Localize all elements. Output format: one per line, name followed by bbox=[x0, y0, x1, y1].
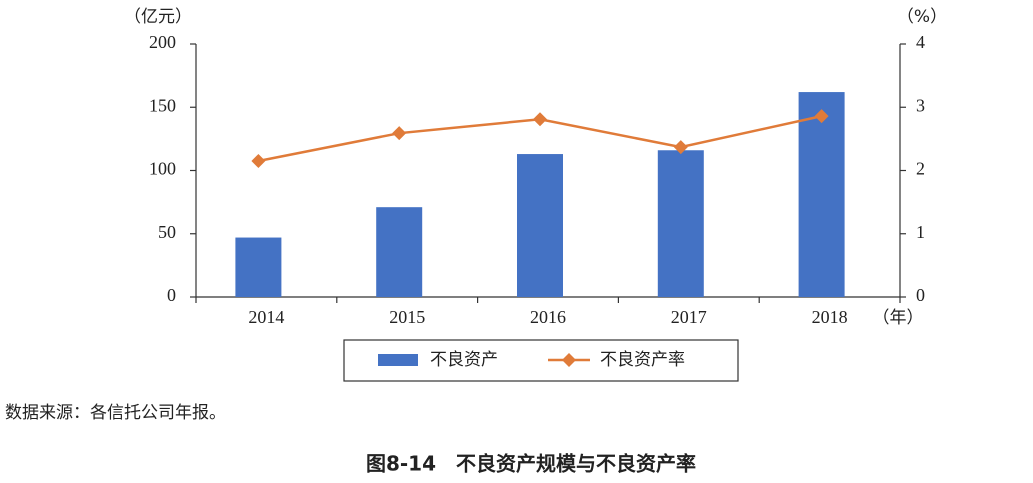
legend-box bbox=[343, 339, 739, 382]
source-note: 数据来源：各信托公司年报。 bbox=[5, 403, 226, 423]
legend-swatch bbox=[562, 353, 576, 367]
y-axis-unit: （亿元） bbox=[124, 7, 192, 27]
x-tick-label: 2017 bbox=[671, 307, 707, 327]
line-marker bbox=[673, 140, 688, 155]
y2-axis-unit: （%） bbox=[897, 7, 947, 27]
bar bbox=[517, 154, 563, 297]
line-marker bbox=[533, 112, 547, 127]
x-tick-label: 2016 bbox=[530, 307, 566, 327]
x-tick-label: 2018 bbox=[812, 307, 848, 327]
bar bbox=[376, 207, 423, 297]
figure-caption: 图8-14 不良资产规模与不良资产率 bbox=[366, 452, 696, 476]
y2-tick-label: 4 bbox=[916, 32, 925, 52]
legend-swatch bbox=[378, 354, 418, 366]
x-tick-label: 2015 bbox=[389, 307, 425, 327]
bar bbox=[235, 237, 282, 297]
legend-label: 不良资产 bbox=[430, 350, 498, 370]
line-marker bbox=[392, 126, 407, 141]
y-tick-label: 150 bbox=[149, 95, 176, 115]
legend-label: 不良资产率 bbox=[600, 350, 685, 370]
line-marker bbox=[814, 109, 829, 124]
bar bbox=[798, 92, 845, 297]
y-tick-label: 100 bbox=[149, 159, 176, 179]
y2-tick-label: 3 bbox=[916, 95, 925, 115]
x-tick-label: 2014 bbox=[248, 307, 284, 327]
y-tick-label: 200 bbox=[149, 32, 176, 52]
y2-tick-label: 2 bbox=[916, 159, 925, 179]
y2-tick-label: 0 bbox=[916, 285, 925, 305]
line-marker bbox=[251, 154, 266, 169]
x-axis-unit: （年） bbox=[873, 308, 924, 328]
y-tick-label: 50 bbox=[158, 222, 176, 242]
bar bbox=[657, 150, 704, 297]
y2-tick-label: 1 bbox=[916, 222, 925, 242]
y-tick-label: 0 bbox=[167, 285, 176, 305]
